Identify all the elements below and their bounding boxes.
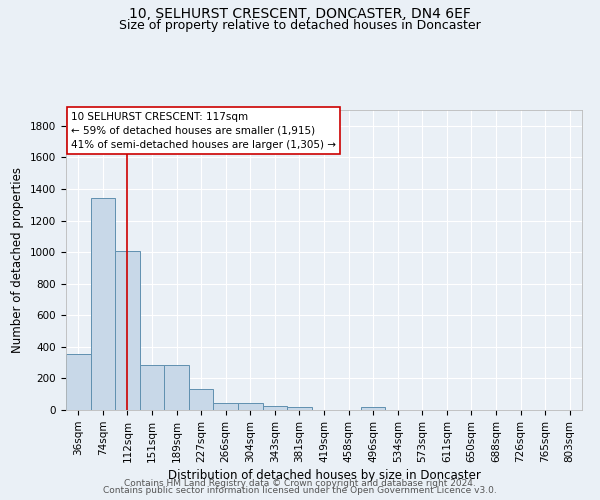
Bar — [189, 390, 214, 410]
X-axis label: Distribution of detached houses by size in Doncaster: Distribution of detached houses by size … — [167, 469, 481, 482]
Text: 10 SELHURST CRESCENT: 117sqm
← 59% of detached houses are smaller (1,915)
41% of: 10 SELHURST CRESCENT: 117sqm ← 59% of de… — [71, 112, 336, 150]
Text: Contains public sector information licensed under the Open Government Licence v3: Contains public sector information licen… — [103, 486, 497, 495]
Text: Size of property relative to detached houses in Doncaster: Size of property relative to detached ho… — [119, 18, 481, 32]
Bar — [361, 407, 385, 410]
Bar — [164, 365, 189, 410]
Bar — [238, 404, 263, 410]
Bar — [214, 404, 238, 410]
Bar — [140, 365, 164, 410]
Bar — [66, 354, 91, 410]
Bar — [287, 407, 312, 410]
Text: 10, SELHURST CRESCENT, DONCASTER, DN4 6EF: 10, SELHURST CRESCENT, DONCASTER, DN4 6E… — [129, 8, 471, 22]
Text: Contains HM Land Registry data © Crown copyright and database right 2024.: Contains HM Land Registry data © Crown c… — [124, 478, 476, 488]
Bar — [263, 406, 287, 410]
Bar — [115, 250, 140, 410]
Y-axis label: Number of detached properties: Number of detached properties — [11, 167, 25, 353]
Bar — [91, 198, 115, 410]
